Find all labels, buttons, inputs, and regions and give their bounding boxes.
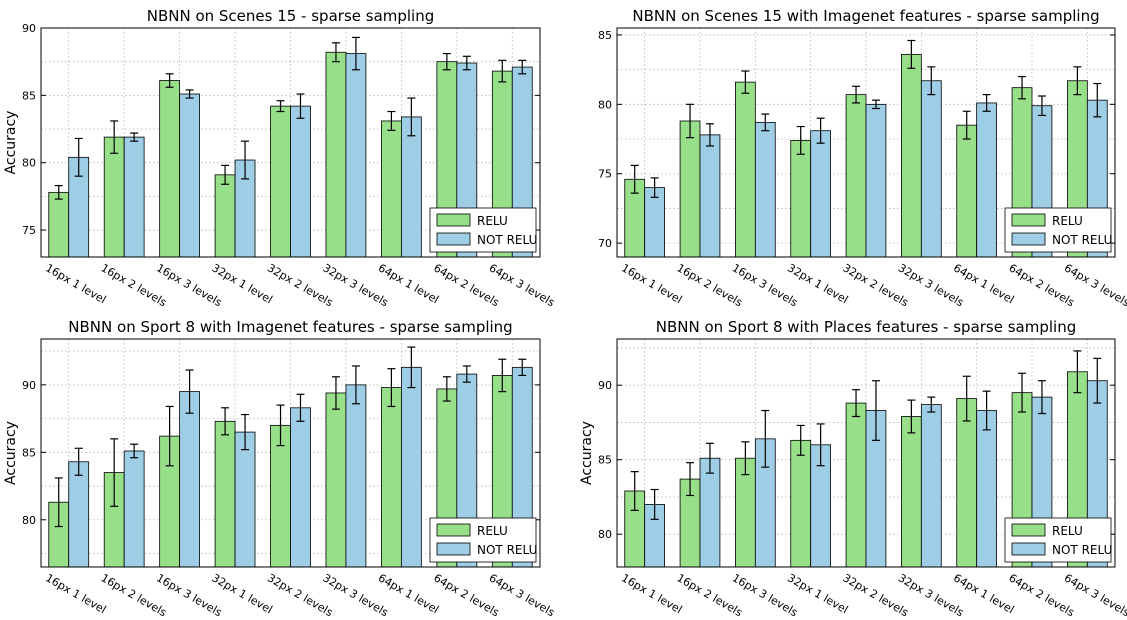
y-tick-label: 85 — [598, 29, 612, 42]
chart-title: NBNN on Sport 8 with Imagenet features -… — [68, 318, 512, 336]
bar-relu — [270, 424, 291, 568]
legend-label: RELU — [1052, 214, 1083, 228]
legend: RELU NOT RELU — [1004, 207, 1112, 253]
bar-not-relu — [179, 93, 200, 258]
legend-label: NOT RELU — [477, 543, 537, 557]
y-axis-label: Accuracy — [3, 111, 19, 175]
bar-not-relu — [345, 53, 367, 258]
y-tick-label: 85 — [22, 89, 36, 102]
bar-not-relu — [400, 116, 422, 258]
y-tick-label: 85 — [598, 454, 612, 467]
bar-not-relu — [976, 410, 997, 568]
bar-relu — [48, 191, 70, 258]
chart-title: NBNN on Scenes 15 with Imagenet features… — [632, 7, 1099, 25]
bar-relu — [735, 81, 756, 258]
y-tick-label: 75 — [598, 168, 612, 181]
bar-not-relu — [865, 103, 887, 258]
legend-label: NOT RELU — [1052, 543, 1112, 557]
y-tick-label: 90 — [22, 22, 36, 35]
legend-swatch-relu — [436, 523, 471, 537]
y-tick-label: 80 — [598, 98, 612, 111]
y-axis-label: Accuracy — [3, 421, 19, 485]
bar-not-relu — [123, 136, 145, 258]
bar-relu — [381, 387, 402, 568]
bar-not-relu — [68, 461, 90, 568]
bar-not-relu — [699, 457, 721, 568]
legend-label: NOT RELU — [1052, 233, 1112, 247]
y-tick-label: 80 — [22, 157, 36, 170]
chart-title: NBNN on Scenes 15 - sparse sampling — [147, 7, 435, 25]
y-tick-label: 70 — [598, 237, 612, 250]
x-tick-label: 16px 1 level — [43, 571, 108, 616]
plot-frame — [40, 27, 541, 258]
y-tick-label: 85 — [22, 446, 36, 459]
bar-not-relu — [644, 187, 665, 258]
legend-swatch-relu — [1011, 213, 1046, 227]
bar-not-relu — [234, 431, 256, 568]
bar-not-relu — [920, 404, 942, 568]
bar-relu — [956, 398, 978, 568]
x-tick-label: 16px 1 level — [43, 261, 108, 306]
legend-swatch-not-relu — [436, 232, 471, 246]
chart-panel-2: NBNN on Scenes 15 with Imagenet features… — [598, 7, 1127, 309]
bar-not-relu — [810, 130, 831, 258]
x-tick-label: 16px 1 level — [619, 571, 684, 616]
bar-relu — [790, 140, 812, 258]
bar-relu — [790, 439, 812, 568]
legend-label: RELU — [477, 524, 508, 538]
bar-relu — [214, 420, 236, 568]
bar-not-relu — [123, 450, 145, 568]
bar-not-relu — [179, 391, 200, 568]
bar-relu — [214, 174, 236, 258]
legend: RELU NOT RELU — [1004, 517, 1112, 563]
bar-relu — [159, 80, 181, 258]
y-tick-label: 90 — [598, 379, 612, 392]
y-tick-label: 80 — [598, 528, 612, 541]
bar-not-relu — [400, 366, 422, 568]
chart-panel-3: NBNN on Sport 8 with Imagenet features -… — [3, 318, 557, 619]
bar-not-relu — [920, 80, 942, 258]
plot-frame — [616, 338, 1116, 568]
legend-swatch-not-relu — [1011, 232, 1046, 246]
bar-not-relu — [699, 134, 721, 258]
bar-relu — [845, 402, 867, 568]
y-axis-label: Accuracy — [579, 421, 595, 485]
y-tick-label: 75 — [22, 224, 36, 237]
bar-not-relu — [754, 121, 776, 258]
legend-label: NOT RELU — [477, 233, 537, 247]
bar-relu — [381, 120, 402, 258]
bar-relu — [845, 94, 867, 258]
bar-relu — [270, 105, 291, 258]
chart-panel-1: NBNN on Scenes 15 - sparse sampling Accur… — [3, 7, 557, 309]
y-tick-label: 80 — [22, 514, 36, 527]
bar-relu — [679, 120, 701, 258]
bar-not-relu — [345, 384, 367, 568]
bar-not-relu — [976, 102, 997, 258]
bar-relu — [325, 51, 347, 258]
bar-relu — [325, 392, 347, 568]
y-tick-label: 90 — [22, 379, 36, 392]
bar-relu — [956, 124, 978, 258]
bar-relu — [901, 416, 922, 568]
legend-swatch-relu — [436, 213, 471, 227]
legend-label: RELU — [477, 214, 508, 228]
bar-not-relu — [290, 407, 311, 568]
chart-title: NBNN on Sport 8 with Places features - s… — [656, 318, 1077, 336]
legend-swatch-not-relu — [1011, 542, 1046, 556]
bar-not-relu — [290, 105, 311, 258]
x-tick-label: 16px 1 level — [619, 261, 684, 306]
legend: RELU NOT RELU — [429, 207, 537, 253]
plot-frame — [616, 27, 1116, 258]
bar-relu — [103, 136, 125, 258]
chart-panel-4: NBNN on Sport 8 with Places features - s… — [579, 318, 1127, 619]
bar-relu — [901, 53, 922, 258]
legend-swatch-not-relu — [436, 542, 471, 556]
legend-label: RELU — [1052, 524, 1083, 538]
legend-swatch-relu — [1011, 523, 1046, 537]
legend: RELU NOT RELU — [429, 517, 537, 563]
plot-frame — [40, 338, 541, 568]
